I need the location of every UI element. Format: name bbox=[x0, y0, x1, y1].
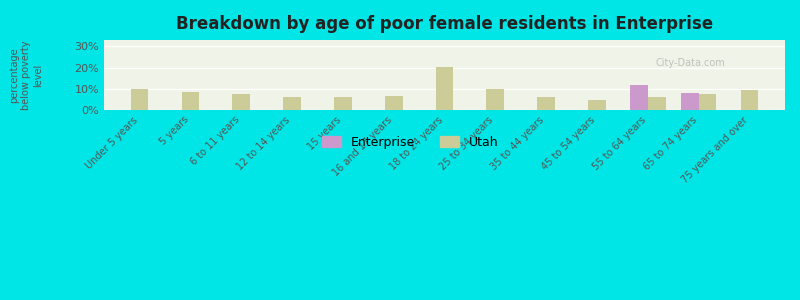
Bar bbox=[698, 94, 716, 110]
Bar bbox=[436, 67, 454, 110]
Y-axis label: percentage
below poverty
level: percentage below poverty level bbox=[10, 40, 42, 110]
Bar bbox=[334, 97, 352, 110]
Bar bbox=[630, 85, 648, 110]
Bar bbox=[588, 100, 606, 110]
Bar bbox=[385, 96, 402, 110]
Bar bbox=[232, 94, 250, 110]
Bar bbox=[182, 92, 199, 110]
Bar bbox=[283, 97, 301, 110]
Text: City-Data.com: City-Data.com bbox=[656, 58, 726, 68]
Bar bbox=[538, 97, 555, 110]
Title: Breakdown by age of poor female residents in Enterprise: Breakdown by age of poor female resident… bbox=[176, 15, 713, 33]
Bar bbox=[648, 97, 666, 110]
Bar bbox=[741, 90, 758, 110]
Bar bbox=[130, 89, 149, 110]
Bar bbox=[486, 89, 504, 110]
Legend: Enterprise, Utah: Enterprise, Utah bbox=[318, 131, 504, 154]
Bar bbox=[681, 93, 698, 110]
